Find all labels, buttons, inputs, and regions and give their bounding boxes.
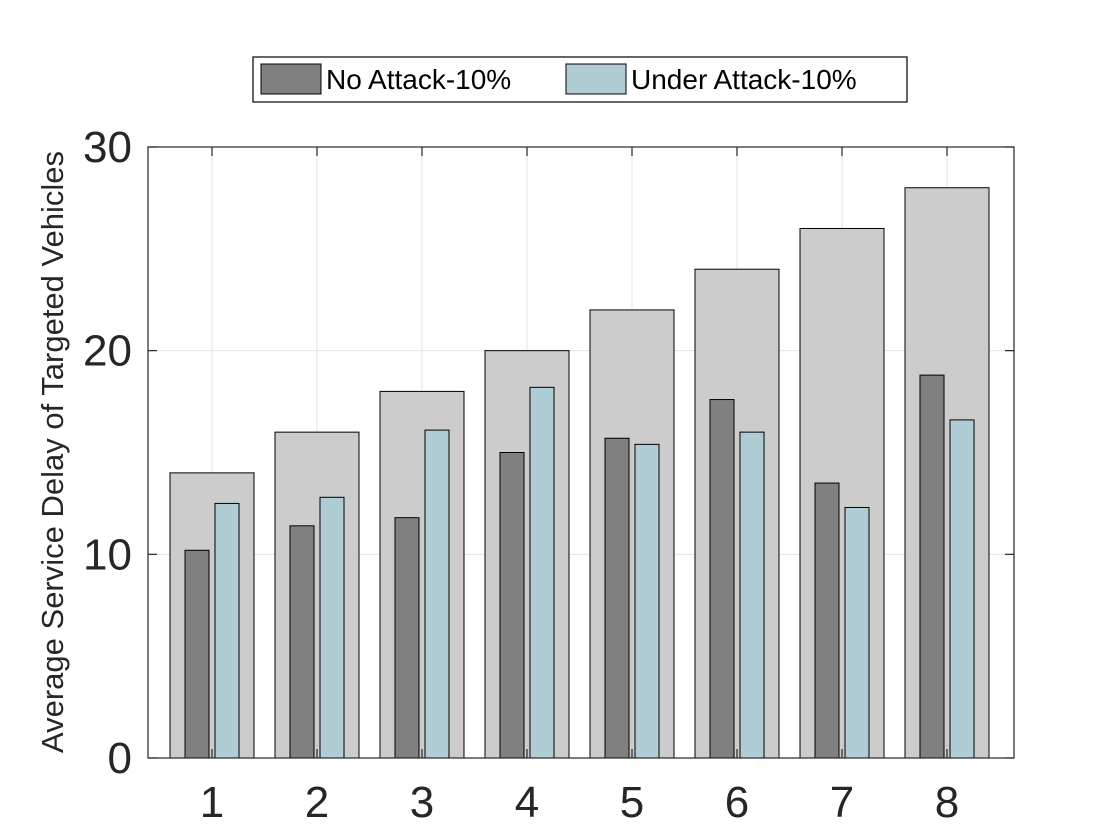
bar-under-attack — [739, 431, 765, 759]
legend-label: No Attack-10% — [326, 64, 511, 95]
bar-no-attack — [394, 517, 420, 759]
background-bars — [169, 187, 990, 759]
background-bar — [904, 187, 990, 759]
x-tick-label: 2 — [305, 778, 329, 827]
background-bar — [589, 309, 675, 759]
bar-under-attack — [214, 502, 240, 759]
series-bars — [184, 374, 975, 759]
background-bar — [274, 431, 360, 759]
legend: No Attack-10% Under Attack-10% — [252, 56, 908, 103]
background-bar — [379, 390, 465, 759]
legend-swatch-no-attack — [260, 63, 322, 95]
bar-under-attack — [844, 506, 870, 759]
x-tick-label: 8 — [935, 778, 959, 827]
background-bar — [799, 227, 885, 759]
bar-no-attack — [604, 437, 630, 759]
bar-no-attack — [919, 374, 945, 759]
x-tick-label: 4 — [515, 778, 539, 827]
axes — [147, 146, 1015, 759]
background-bar — [484, 350, 570, 759]
x-tick-label: 7 — [830, 778, 854, 827]
bar-no-attack — [709, 399, 735, 759]
x-tick-label: 6 — [725, 778, 749, 827]
x-tick-label: 1 — [200, 778, 224, 827]
bar-no-attack — [499, 452, 525, 759]
y-axis-label: Average Service Delay of Targeted Vehicl… — [35, 151, 70, 753]
bar-under-attack — [319, 496, 345, 759]
y-tick-label: 20 — [83, 327, 132, 376]
y-tick-label: 30 — [83, 123, 132, 172]
y-tick-label: 10 — [83, 530, 132, 579]
background-bar — [694, 268, 780, 759]
bar-under-attack — [634, 443, 660, 759]
y-tick-label: 0 — [108, 734, 132, 783]
tick-labels: 1 2 3 4 5 6 7 8 0 10 20 30 — [83, 123, 959, 827]
bar-no-attack — [814, 482, 840, 759]
bar-under-attack — [424, 429, 450, 759]
bar-no-attack — [184, 549, 210, 759]
x-tick-label: 5 — [620, 778, 644, 827]
background-bar — [169, 472, 255, 759]
axes-box — [147, 146, 1015, 759]
legend-swatch-under-attack — [565, 63, 627, 95]
bar-under-attack — [529, 386, 555, 759]
bar-under-attack — [949, 419, 975, 759]
legend-label: Under Attack-10% — [631, 64, 857, 95]
x-tick-label: 3 — [410, 778, 434, 827]
bar-no-attack — [289, 525, 315, 759]
